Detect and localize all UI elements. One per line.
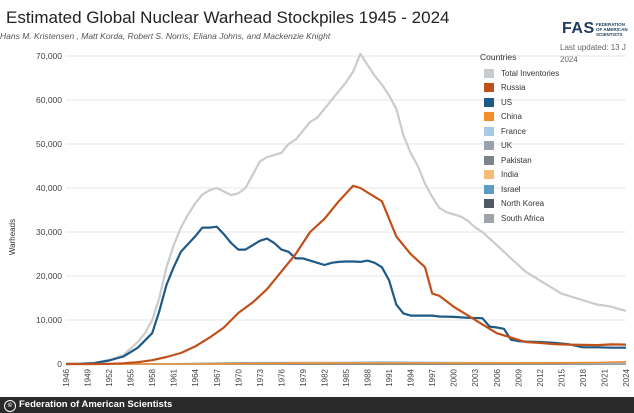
legend-items: Total Inventories Russia US China France UK Pa… [480, 66, 634, 226]
logo-mark: FAS [562, 20, 595, 37]
series-line-total-inventories[interactable] [65, 52, 627, 366]
legend-label: Total Inventories [501, 68, 560, 78]
legend-item[interactable]: US [480, 95, 634, 110]
y-tick-label: 60,000 [36, 95, 62, 105]
x-tick-label: 1994 [407, 368, 416, 386]
logo-wordmark: FEDERATION OF AMERICAN SCIENTISTS [596, 22, 628, 37]
series-line-us[interactable] [65, 225, 626, 366]
legend-item[interactable]: Israel [480, 182, 634, 197]
last-updated-line1: Last updated: 13 J [560, 43, 626, 52]
legend-item[interactable]: North Korea [480, 197, 634, 212]
legend-swatch [484, 141, 494, 151]
chart-authors: Hans M. Kristensen , Matt Korda, Robert … [0, 31, 331, 41]
legend-label: India [501, 170, 519, 180]
legend-label: China [501, 112, 522, 122]
legend-swatch [484, 155, 494, 165]
series-lines [65, 52, 627, 366]
legend-item[interactable]: India [480, 168, 634, 183]
legend-item[interactable]: Total Inventories [480, 66, 634, 81]
legend-swatch [484, 126, 494, 136]
legend-label: North Korea [501, 199, 545, 209]
legend-title: Countries [480, 52, 517, 62]
y-tick-label: 20,000 [36, 271, 62, 281]
x-tick-label: 1985 [342, 368, 351, 386]
y-tick-label: 0 [57, 359, 62, 369]
x-tick-label: 1967 [213, 368, 222, 386]
legend-label: France [501, 126, 526, 136]
x-axis-ticks: 1946 1949 1952 1955 1958 1961 1964 1967 1970 1973… [62, 368, 631, 386]
x-tick-label: 1964 [191, 368, 200, 386]
x-tick-label: 1949 [84, 368, 93, 386]
y-axis-ticks: 0 10,000 20,000 30,000 40,000 50,000 60,000 70,… [36, 51, 62, 369]
legend: Countries Total Inventories Russia US China… [480, 52, 634, 226]
legend-item[interactable]: Pakistan [480, 153, 634, 168]
legend-item[interactable]: UK [480, 139, 634, 154]
copyright-icon: © [4, 400, 16, 412]
x-tick-label: 2018 [579, 368, 588, 386]
footer-bar: © Federation of American Scientists [0, 397, 634, 413]
x-tick-label: 1988 [364, 368, 373, 386]
x-tick-label: 1982 [320, 368, 329, 386]
legend-label: US [501, 97, 513, 107]
x-tick-label: 1958 [148, 368, 157, 386]
x-tick-label: 2000 [450, 368, 459, 386]
fas-logo: FAS FEDERATION OF AMERICAN SCIENTISTS [562, 20, 632, 40]
legend-item[interactable]: Russia [480, 81, 634, 96]
last-updated: Last updated: 13 J 2024 [560, 42, 634, 66]
legend-item[interactable]: South Africa [480, 211, 634, 226]
y-tick-label: 50,000 [36, 139, 62, 149]
y-axis-label: Warheads [8, 219, 17, 255]
footer-credit: © Federation of American Scientists [4, 399, 172, 412]
footer-credit-text: Federation of American Scientists [19, 399, 173, 410]
x-tick-label: 1973 [256, 368, 265, 386]
x-tick-label: 1955 [127, 368, 136, 386]
legend-swatch [484, 184, 494, 194]
legend-swatch [484, 83, 494, 93]
x-tick-label: 2021 [600, 368, 609, 386]
legend-label: Israel [501, 184, 521, 194]
legend-item[interactable]: China [480, 110, 634, 125]
legend-label: UK [501, 141, 513, 151]
x-tick-label: 1997 [428, 368, 437, 386]
x-tick-label: 2009 [514, 368, 523, 386]
legend-swatch [484, 213, 494, 223]
legend-label: Pakistan [501, 155, 532, 165]
x-tick-label: 1991 [385, 368, 394, 386]
x-tick-label: 1979 [299, 368, 308, 386]
legend-label: Russia [501, 83, 526, 93]
x-tick-label: 1970 [234, 368, 243, 386]
x-tick-label: 1946 [62, 368, 71, 386]
x-tick-label: 2012 [536, 368, 545, 386]
y-tick-label: 70,000 [36, 51, 62, 61]
legend-swatch [484, 112, 494, 122]
x-tick-label: 2003 [471, 368, 480, 386]
legend-swatch [484, 170, 494, 180]
chart-title: Estimated Global Nuclear Warhead Stockpi… [6, 8, 450, 27]
x-tick-label: 2006 [493, 368, 502, 386]
y-tick-label: 10,000 [36, 315, 62, 325]
legend-swatch [484, 68, 494, 78]
y-tick-label: 30,000 [36, 227, 62, 237]
legend-swatch [484, 97, 494, 107]
x-tick-label: 2024 [622, 368, 631, 386]
x-tick-label: 1952 [105, 368, 114, 386]
legend-label: South Africa [501, 213, 545, 223]
series-line-china[interactable] [66, 361, 627, 365]
x-tick-label: 2015 [557, 368, 566, 386]
legend-item[interactable]: France [480, 124, 634, 139]
y-tick-label: 40,000 [36, 183, 62, 193]
last-updated-line2: 2024 [560, 55, 578, 64]
x-tick-label: 1976 [277, 368, 286, 386]
x-tick-label: 1961 [170, 368, 179, 386]
series-line-russia[interactable] [66, 184, 627, 366]
legend-swatch [484, 199, 494, 209]
